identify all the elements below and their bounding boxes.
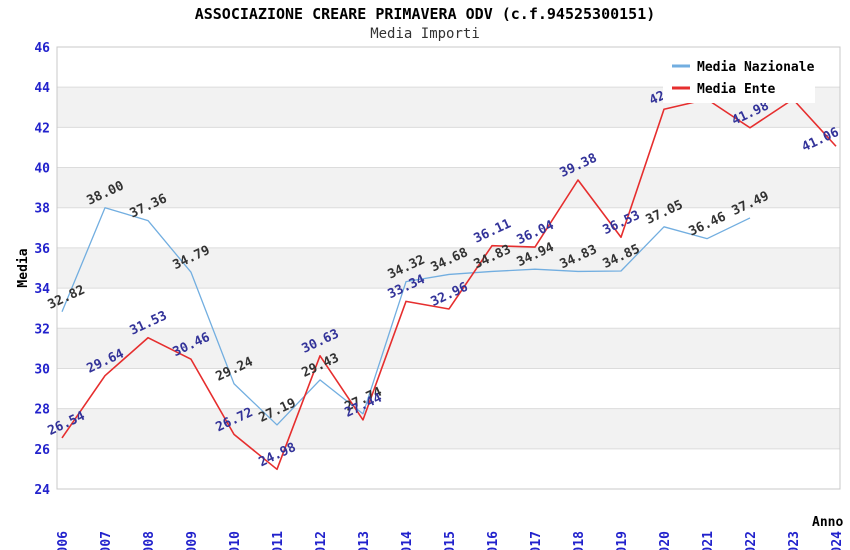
- legend: Media Nazionale Media Ente: [663, 53, 815, 103]
- y-axis-ticks: 24 26 28 30 32 34 36 38 40 42 44 46: [34, 41, 50, 498]
- data-label: 36.46: [687, 209, 729, 239]
- x-tick-label: 2015: [443, 531, 458, 550]
- y-tick-label: 46: [34, 41, 50, 56]
- y-tick-label: 38: [34, 202, 50, 217]
- x-tick-label: 2018: [572, 531, 587, 550]
- x-axis-ticks: 2006 2007 2008 2009 2010 2011 2012 2013 2014 2015…: [56, 531, 845, 550]
- x-tick-label: 2014: [400, 531, 415, 550]
- y-tick-label: 40: [34, 162, 50, 177]
- x-tick-label: 2008: [142, 531, 157, 550]
- plot-bands: [57, 87, 840, 449]
- y-tick-label: 30: [34, 362, 50, 377]
- y-tick-label: 26: [34, 443, 50, 458]
- x-tick-label: 2007: [99, 531, 114, 550]
- x-tick-label: 2013: [357, 531, 372, 550]
- grid-band: [57, 328, 840, 369]
- series-line-media-nazionale: [61, 207, 751, 426]
- y-tick-label: 42: [34, 121, 50, 136]
- y-tick-label: 44: [34, 81, 50, 96]
- legend-label-media-ente: Media Ente: [697, 82, 775, 97]
- y-axis-title: Media: [16, 248, 31, 287]
- plot-border: [56, 46, 841, 490]
- x-tick-label: 2016: [486, 531, 501, 550]
- x-tick-label: 2021: [701, 531, 716, 550]
- x-axis-title: Anno: [812, 515, 843, 530]
- x-tick-label: 2009: [185, 531, 200, 550]
- x-tick-label: 2012: [314, 531, 329, 550]
- x-tick-label: 2022: [744, 531, 759, 550]
- x-tick-label: 2006: [56, 531, 71, 550]
- chart-subtitle: Media Importi: [370, 26, 480, 42]
- y-tick-label: 28: [34, 403, 50, 418]
- x-tick-label: 2010: [228, 531, 243, 550]
- legend-background: [663, 53, 815, 103]
- y-tick-label: 36: [34, 242, 50, 257]
- grid-band: [57, 167, 840, 208]
- legend-label-media-nazionale: Media Nazionale: [697, 60, 815, 75]
- data-label: 36.11: [472, 216, 514, 246]
- x-tick-label: 2019: [615, 531, 630, 550]
- x-tick-label: 2024: [830, 531, 845, 550]
- x-tick-label: 2017: [529, 531, 544, 550]
- x-tick-label: 2020: [658, 531, 673, 550]
- y-tick-label: 24: [34, 483, 50, 498]
- x-tick-label: 2023: [787, 531, 802, 550]
- x-tick-label: 2011: [271, 531, 286, 550]
- chart-title: ASSOCIAZIONE CREARE PRIMAVERA ODV (c.f.9…: [194, 5, 656, 23]
- y-tick-label: 32: [34, 322, 50, 337]
- grid-band: [57, 408, 840, 449]
- y-tick-label: 34: [34, 282, 50, 297]
